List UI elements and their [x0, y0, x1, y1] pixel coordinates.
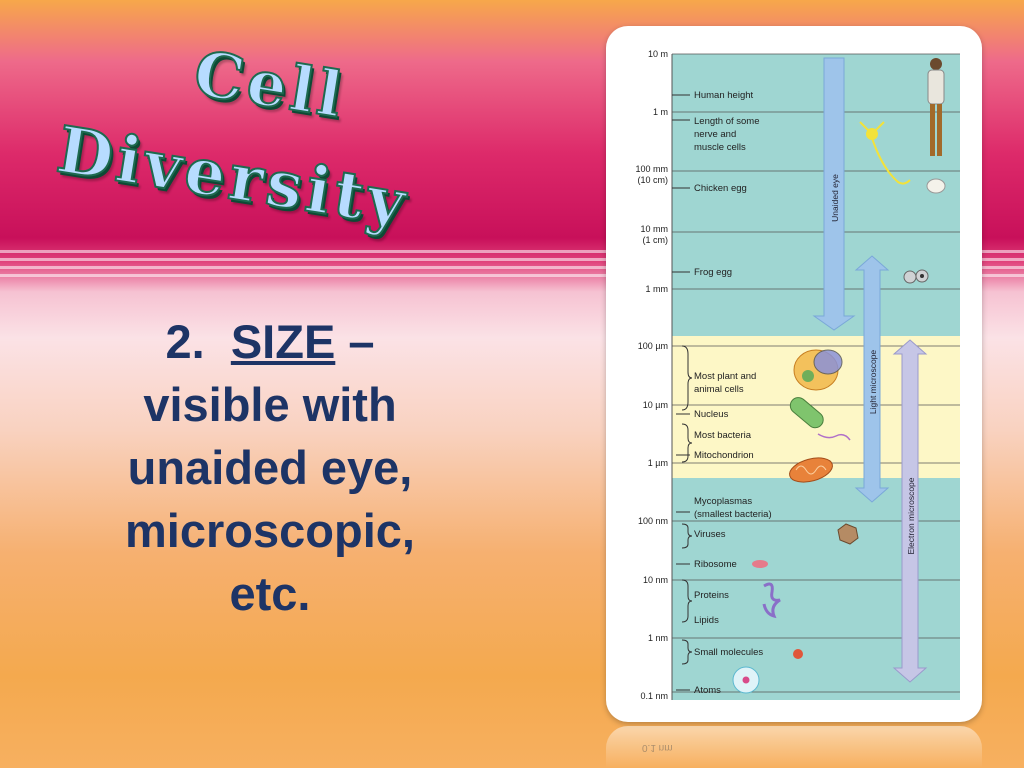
point-line: visible with: [143, 378, 397, 431]
chicken-egg-icon: [926, 178, 946, 194]
item-label: nerve and: [694, 129, 736, 140]
item-label: Most bacteria: [694, 430, 752, 441]
item-label: Mitochondrion: [694, 450, 754, 461]
scale-label: 1 m: [653, 107, 668, 117]
plant-animal-cell-icon: [793, 349, 843, 391]
range-label: Light microscope: [868, 350, 878, 415]
scale-label: 100 nm: [638, 516, 668, 526]
bacterium-icon: [789, 397, 851, 441]
point-line: microscopic,: [125, 504, 415, 557]
item-label: animal cells: [694, 384, 744, 395]
scale-label: 1 nm: [648, 633, 668, 643]
range-label: Unaided eye: [830, 174, 840, 222]
scale-label: 0.1 nm: [640, 691, 668, 701]
background-stripe: [0, 266, 1024, 269]
size-scale-figure-panel: 10 m 1 m 100 mm (10 cm) 10 mm (1 cm) 1 m…: [606, 26, 982, 722]
reflection-text: 0.1 nm: [642, 742, 673, 753]
item-label: Chicken egg: [694, 183, 747, 194]
background-stripe: [0, 258, 1024, 261]
scale-label: 100 mm: [635, 164, 668, 174]
item-label: Nucleus: [694, 409, 729, 420]
scale-label: 10 µm: [643, 400, 668, 410]
point-number: 2.: [165, 315, 205, 368]
item-label: Length of some: [694, 116, 760, 127]
small-molecule-icon: [793, 649, 803, 659]
scale-label: 1 mm: [646, 284, 669, 294]
item-label: Most plant and: [694, 371, 756, 382]
scale-label: 100 µm: [638, 341, 668, 351]
point-dash: –: [348, 315, 375, 368]
item-label: Atoms: [694, 685, 721, 696]
scale-label: 10 nm: [643, 575, 668, 585]
unaided-eye-arrow: Unaided eye: [812, 57, 856, 331]
atom-icon: [732, 666, 760, 694]
nerve-cell-icon: [859, 121, 911, 185]
item-label: muscle cells: [694, 142, 746, 153]
electron-microscope-arrow: Electron microscope: [892, 339, 928, 683]
virus-icon: [837, 523, 859, 545]
item-label: Human height: [694, 90, 754, 101]
point-keyword: SIZE: [230, 315, 336, 368]
ribosome-icon: [752, 560, 768, 568]
frog-egg-icon: [903, 269, 929, 284]
slide-title-line1: Cell: [188, 35, 351, 133]
size-scale-figure: 10 m 1 m 100 mm (10 cm) 10 mm (1 cm) 1 m…: [635, 49, 960, 701]
figure-reflection: 0.1 nm: [606, 726, 982, 768]
item-label: Small molecules: [694, 647, 763, 658]
protein-icon: [762, 582, 781, 619]
scale-label: 10 m: [648, 49, 668, 59]
point-line: unaided eye,: [127, 441, 413, 494]
mitochondrion-icon: [789, 457, 833, 483]
light-microscope-arrow: Light microscope: [854, 255, 890, 503]
item-label: Ribosome: [694, 559, 737, 570]
item-label: Viruses: [694, 529, 726, 540]
scale-label: (1 cm): [643, 235, 669, 245]
point-line: etc.: [229, 567, 311, 620]
item-label: Frog egg: [694, 267, 732, 278]
item-label: Lipids: [694, 615, 719, 626]
slide-body-text: 2. SIZE – visible with unaided eye, micr…: [70, 310, 470, 625]
item-label: Mycoplasmas: [694, 496, 752, 507]
human-figure-icon: [927, 58, 945, 156]
background-stripe: [0, 250, 1024, 253]
item-label: (smallest bacteria): [694, 509, 772, 520]
item-ticks: [672, 94, 690, 691]
scale-label: (10 cm): [637, 175, 668, 185]
scale-label: 1 µm: [648, 458, 668, 468]
background-stripe: [0, 274, 1024, 277]
scale-label: 10 mm: [640, 224, 668, 234]
range-label: Electron microscope: [906, 477, 916, 554]
item-label: Proteins: [694, 590, 729, 601]
slide-title-line2: Diversity: [51, 111, 415, 243]
item-braces: [681, 345, 693, 665]
